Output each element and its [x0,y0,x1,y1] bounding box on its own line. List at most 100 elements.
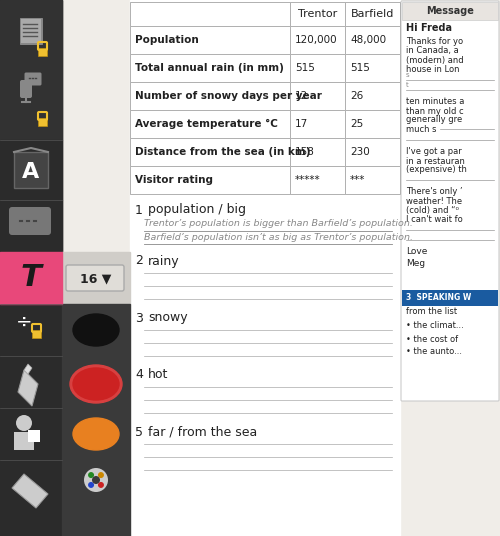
Text: snowy: snowy [148,311,188,324]
Bar [130,0,400,536]
Bar [38,48,47,56]
Bar [290,26,345,54]
Text: Hi Freda: Hi Freda [406,23,452,33]
Text: • the climat...: • the climat... [406,322,464,331]
Text: T: T [20,264,42,293]
Text: 515: 515 [350,63,370,73]
Text: 17: 17 [295,119,308,129]
Text: 26: 26 [350,91,363,101]
Circle shape [16,415,32,431]
Bar [0,0,62,536]
Text: I've got a par: I've got a par [406,147,462,157]
Bar [290,166,345,194]
Bar [130,110,290,138]
Bar [130,138,290,166]
Text: Thanks for yo: Thanks for yo [406,38,463,47]
Bar [345,2,400,26]
Bar [345,138,400,166]
Text: 515: 515 [295,63,315,73]
Text: ten minutes a: ten minutes a [406,98,464,107]
Text: Visitor rating: Visitor rating [135,175,213,185]
Text: far / from the sea: far / from the sea [148,426,257,438]
Text: ***: *** [350,175,366,185]
Text: Population: Population [135,35,199,45]
Text: house in Lon: house in Lon [406,64,460,73]
Text: in Canada, a: in Canada, a [406,47,459,56]
Polygon shape [12,474,48,508]
Bar [21,19,41,43]
Text: A: A [22,162,40,182]
Bar [290,138,345,166]
Text: 120,000: 120,000 [295,35,338,45]
FancyBboxPatch shape [24,72,42,86]
Text: generally gre: generally gre [406,115,462,124]
Circle shape [98,482,104,488]
Text: 1: 1 [135,204,143,217]
Bar [130,2,290,26]
Bar [62,304,130,536]
Bar [345,110,400,138]
Bar [32,330,41,338]
Ellipse shape [70,365,122,403]
Text: than my old c: than my old c [406,107,464,115]
Bar [22,82,30,96]
Bar [38,118,47,126]
Text: (modern) and: (modern) and [406,56,464,64]
Text: weather! The: weather! The [406,197,462,205]
Text: (cold) and “⁰: (cold) and “⁰ [406,205,459,214]
Text: 4: 4 [135,369,143,382]
Bar [130,26,290,54]
Text: 3  SPEAKING W: 3 SPEAKING W [406,294,471,302]
Text: Average temperature °C: Average temperature °C [135,119,278,129]
FancyBboxPatch shape [401,1,499,401]
Bar [14,432,34,450]
Text: ÷: ÷ [16,312,32,331]
Bar [14,152,48,188]
Text: Trentor: Trentor [298,9,337,19]
Text: (expensive) th: (expensive) th [406,166,467,175]
Text: 5: 5 [135,426,143,438]
Bar [402,290,498,306]
FancyBboxPatch shape [66,265,124,291]
Text: 12: 12 [295,91,308,101]
Bar [0,252,62,304]
Ellipse shape [73,418,119,450]
Text: Barfield: Barfield [351,9,394,19]
Text: 158: 158 [295,147,315,157]
Bar [0,408,62,460]
Text: from the list: from the list [406,308,457,316]
Text: Love: Love [406,248,427,257]
Bar [290,82,345,110]
Text: • the cost of: • the cost of [406,334,458,344]
Bar [0,200,62,252]
Text: *****: ***** [295,175,320,185]
Bar [345,82,400,110]
Text: I can't wait fo: I can't wait fo [406,214,463,224]
Bar [402,2,498,20]
Circle shape [98,472,104,478]
Text: hot: hot [148,369,169,382]
Text: 48,000: 48,000 [350,35,386,45]
Bar [28,430,40,442]
Polygon shape [18,370,38,406]
Ellipse shape [73,368,119,400]
Text: Trentor’s population is bigger than Barfield’s population.: Trentor’s population is bigger than Barf… [144,220,413,228]
Polygon shape [24,364,32,374]
Bar [0,0,62,140]
Text: 25: 25 [350,119,363,129]
Bar [130,54,290,82]
Bar [290,54,345,82]
Bar [62,252,130,304]
FancyBboxPatch shape [9,207,51,235]
Text: Number of snowy days per year: Number of snowy days per year [135,91,322,101]
Text: Meg: Meg [406,259,425,269]
FancyBboxPatch shape [20,80,32,98]
Text: in a restauran: in a restauran [406,157,465,166]
Ellipse shape [73,314,119,346]
Bar [345,26,400,54]
Bar [345,54,400,82]
Text: Barfield’s population isn’t as big as Trentor’s population.: Barfield’s population isn’t as big as Tr… [144,233,413,242]
Circle shape [84,468,108,492]
Text: rainy: rainy [148,255,180,267]
Text: 16 ▼: 16 ▼ [80,272,112,286]
